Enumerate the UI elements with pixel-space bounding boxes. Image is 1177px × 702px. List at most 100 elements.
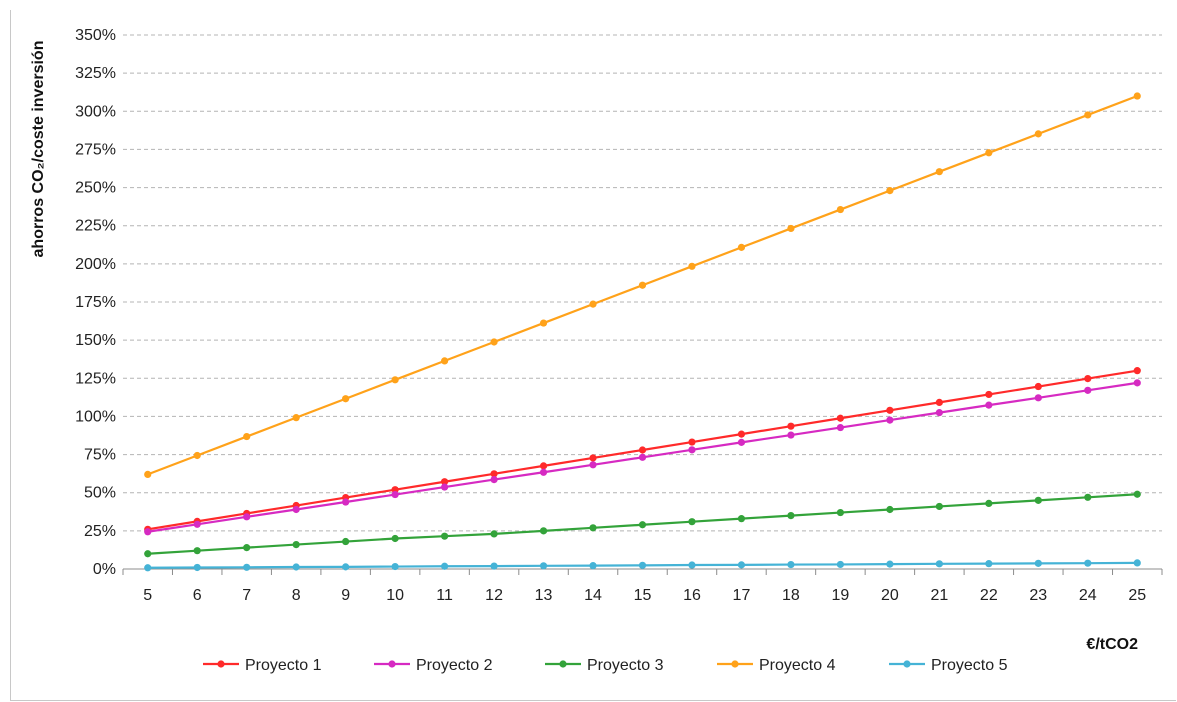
data-point [985, 401, 993, 409]
data-point [292, 563, 300, 571]
data-point [589, 524, 597, 532]
data-point [391, 562, 399, 571]
series-proyecto-2 [144, 379, 1141, 536]
y-tick-label: 100% [75, 408, 116, 425]
data-point [539, 462, 548, 470]
data-point [490, 338, 498, 346]
data-point [1084, 493, 1092, 501]
data-point [836, 414, 845, 422]
x-tick-label: 15 [634, 587, 652, 604]
data-point [1084, 111, 1092, 119]
data-point [1133, 490, 1141, 498]
data-point [638, 521, 647, 529]
x-tick-label: 9 [341, 587, 350, 604]
data-point [638, 446, 647, 454]
data-point [787, 511, 795, 520]
data-point [737, 561, 746, 569]
data-point [1133, 92, 1141, 100]
x-tick-label: 8 [292, 587, 301, 604]
y-tick-label: 275% [75, 141, 116, 158]
x-tick-label: 22 [980, 587, 998, 604]
data-point [737, 515, 746, 523]
data-point [539, 468, 548, 476]
data-point [589, 562, 597, 570]
data-point [440, 532, 449, 540]
data-point [787, 422, 795, 430]
data-point [688, 262, 696, 270]
x-axis: 5 6 7 8 9 10 11 12 13 14 15 16 17 18 19 20 21 22 23 24 25 [122, 568, 1163, 604]
x-tick-label: 6 [193, 587, 202, 604]
y-tick-label: 150% [75, 332, 116, 349]
data-point [886, 406, 894, 414]
data-point [193, 520, 201, 528]
data-point [935, 502, 943, 511]
x-tick-label: 11 [436, 587, 453, 604]
data-point [886, 505, 894, 514]
y-tick-label: 50% [84, 485, 116, 502]
y-tick-label: 25% [84, 523, 116, 540]
y-tick-label: 125% [75, 370, 116, 387]
data-point [638, 453, 647, 461]
data-point [836, 560, 845, 569]
data-point [589, 454, 597, 462]
y-tick-label: 350% [75, 27, 116, 44]
legend: Proyecto 1 Proyecto 2 Proyecto 3 Proyecto 4… [203, 657, 1008, 674]
data-point [886, 187, 894, 195]
x-tick-label: 21 [930, 587, 948, 604]
x-tick-label: 13 [535, 587, 553, 604]
data-point [193, 451, 201, 460]
legend-marker [903, 660, 911, 668]
y-tick-label: 0% [93, 561, 116, 578]
y-tick-label: 225% [75, 218, 116, 235]
data-point [391, 376, 399, 384]
legend-marker [559, 660, 567, 668]
data-point [292, 505, 300, 514]
legend-item: Proyecto 2 [374, 657, 493, 674]
legend-item: Proyecto 4 [717, 657, 836, 674]
data-point [1084, 386, 1092, 394]
data-point [440, 562, 449, 570]
data-point [1034, 394, 1042, 402]
x-tick-label: 23 [1029, 587, 1047, 604]
legend-marker [217, 660, 225, 668]
data-point [935, 560, 943, 568]
data-point [490, 530, 498, 538]
data-point [787, 431, 795, 439]
data-point [886, 560, 894, 568]
data-point [391, 534, 399, 543]
data-point [193, 563, 201, 572]
legend-label: Proyecto 1 [245, 657, 322, 674]
data-point [342, 537, 350, 546]
data-point [1034, 496, 1042, 504]
legend-label: Proyecto 2 [416, 657, 493, 674]
data-point [688, 438, 696, 446]
data-point [1034, 559, 1042, 567]
data-point [836, 423, 845, 432]
data-point [539, 527, 548, 535]
legend-label: Proyecto 4 [759, 657, 836, 674]
data-point [1133, 559, 1141, 567]
legend-marker [731, 660, 739, 668]
y-tick-label: 325% [75, 65, 116, 82]
y-tick-label: 250% [75, 180, 116, 197]
data-point [1084, 559, 1092, 567]
data-point [737, 243, 746, 251]
data-point [539, 562, 548, 570]
data-point [144, 470, 152, 479]
legend-item: Proyecto 3 [545, 657, 664, 674]
data-point [490, 475, 498, 484]
data-point [243, 513, 251, 521]
data-point [1034, 130, 1042, 138]
x-tick-label: 14 [584, 587, 602, 604]
series-proyecto-5 [144, 559, 1141, 572]
data-point [589, 461, 597, 469]
data-point [589, 300, 597, 308]
data-point [539, 319, 548, 327]
data-point [638, 281, 647, 289]
series-lines [144, 92, 1141, 572]
y-axis-tick-labels: 0% 25% 50% 75% 100% 125% 150% 175% 200% 225% 250% 2… [75, 27, 116, 578]
data-point [292, 540, 300, 549]
data-point [638, 561, 647, 569]
x-tick-label: 18 [782, 587, 800, 604]
